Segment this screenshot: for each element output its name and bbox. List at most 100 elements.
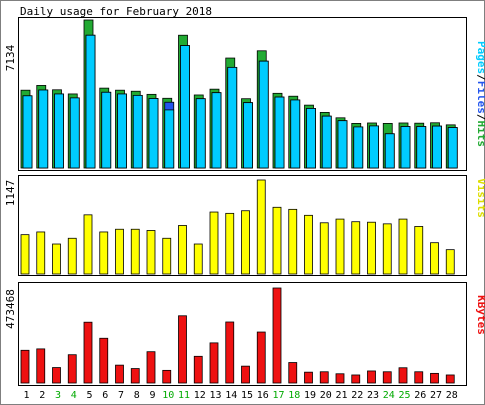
kbytes-bar-day-9 xyxy=(146,351,156,384)
x-tick-label-day-27: 27 xyxy=(430,390,442,401)
kbytes-bar-day-22 xyxy=(351,374,361,384)
visits-bar-day-1 xyxy=(20,234,30,275)
pages-bar-day-24 xyxy=(384,133,395,169)
visits-bar-day-26 xyxy=(414,226,424,275)
kbytes-bar-day-16 xyxy=(256,331,266,384)
pages-bar-day-20 xyxy=(321,115,332,169)
kbytes-bar-day-4 xyxy=(67,354,77,384)
kbytes-bar-day-3 xyxy=(52,367,61,384)
pages-bar-day-4 xyxy=(69,97,80,169)
x-tick-label-day-28: 28 xyxy=(446,390,458,401)
visits-bar-day-25 xyxy=(398,218,408,275)
legend-kbytes: KBytes xyxy=(475,295,485,335)
visits-bar-day-7 xyxy=(115,228,124,275)
x-tick-label-day-6: 6 xyxy=(102,390,108,401)
kbytes-bar-day-26 xyxy=(414,371,424,384)
visits-bar-day-24 xyxy=(382,223,392,275)
pages-bar-day-9 xyxy=(148,98,159,169)
kbytes-bar-day-11 xyxy=(178,315,187,384)
x-tick-label-day-19: 19 xyxy=(304,390,316,401)
visits-bar-day-9 xyxy=(146,230,156,275)
x-tick-label-day-5: 5 xyxy=(86,390,92,401)
x-tick-label-day-23: 23 xyxy=(367,390,379,401)
visits-bar-day-16 xyxy=(256,179,266,275)
visits-bar-day-19 xyxy=(304,214,313,275)
kbytes-bar-day-23 xyxy=(367,370,376,384)
kbytes-bar-day-21 xyxy=(335,373,345,384)
x-tick-label-day-7: 7 xyxy=(118,390,124,401)
visits-bar-day-17 xyxy=(272,206,282,275)
visits-bar-day-5 xyxy=(83,214,93,275)
x-tick-label-day-17: 17 xyxy=(272,390,284,401)
x-tick-label-day-12: 12 xyxy=(194,390,206,401)
chart-title: Daily usage for February 2018 xyxy=(20,5,212,18)
kbytes-bar-day-12 xyxy=(193,355,203,384)
pages-bar-day-17 xyxy=(274,96,285,169)
visits-bar-day-3 xyxy=(52,243,61,275)
pages-bar-day-26 xyxy=(416,126,427,169)
kbytes-bar-day-14 xyxy=(225,321,235,384)
x-tick-label-day-18: 18 xyxy=(288,390,300,401)
legend-visits: Visits xyxy=(475,178,485,218)
x-tick-label-day-11: 11 xyxy=(178,390,190,401)
hits-max-label: 7134 xyxy=(4,44,17,71)
x-tick-label-day-2: 2 xyxy=(39,390,45,401)
x-tick-label-day-20: 20 xyxy=(320,390,332,401)
kbytes-bar-day-25 xyxy=(398,367,408,384)
visits-bar-day-12 xyxy=(193,243,203,275)
pages-bar-day-23 xyxy=(369,125,379,169)
visits-bar-day-13 xyxy=(209,211,219,275)
kbytes-bar-day-7 xyxy=(115,364,124,384)
legend-hits: Hits xyxy=(475,121,485,148)
kbytes-bar-day-13 xyxy=(209,342,219,384)
pages-bar-day-5 xyxy=(85,34,96,169)
visits-bar-day-8 xyxy=(130,228,140,275)
kbytes-bar-day-27 xyxy=(430,372,439,384)
legend-hits-panel: Pages/Files/Hits xyxy=(475,41,485,147)
x-tick-label-day-4: 4 xyxy=(71,390,77,401)
x-tick-label-day-26: 26 xyxy=(414,390,426,401)
kbytes-bar-day-17 xyxy=(272,287,282,384)
visits-max-label: 1147 xyxy=(4,180,17,207)
pages-bar-day-15 xyxy=(243,102,253,169)
pages-bar-day-7 xyxy=(117,93,127,169)
kbytes-bar-day-20 xyxy=(319,371,329,384)
legend-files: Files xyxy=(475,81,485,114)
pages-bar-day-16 xyxy=(258,60,269,169)
kbytes-bar-day-19 xyxy=(304,371,313,384)
pages-bar-day-13 xyxy=(211,92,222,169)
pages-bar-day-21 xyxy=(337,120,348,169)
visits-bar-day-15 xyxy=(241,210,250,275)
pages-bar-day-22 xyxy=(353,126,364,169)
pages-bar-day-11 xyxy=(180,45,190,169)
pages-bar-day-14 xyxy=(227,66,238,169)
x-tick-label-day-25: 25 xyxy=(398,390,410,401)
visits-bar-day-23 xyxy=(367,221,376,275)
visits-bar-day-10 xyxy=(162,237,172,275)
visits-bar-day-18 xyxy=(288,208,298,275)
kbytes-bar-day-18 xyxy=(288,362,298,384)
kbytes-max-label: 473468 xyxy=(4,289,17,329)
x-tick-label-day-9: 9 xyxy=(149,390,155,401)
x-tick-label-day-16: 16 xyxy=(257,390,269,401)
visits-bar-day-11 xyxy=(178,225,187,275)
visits-bar-day-4 xyxy=(67,237,77,275)
x-tick-label-day-24: 24 xyxy=(383,390,395,401)
pages-bar-day-2 xyxy=(38,89,49,169)
pages-bar-day-3 xyxy=(54,93,64,169)
visits-bar-day-2 xyxy=(36,231,46,275)
pages-bar-day-12 xyxy=(195,98,206,169)
x-tick-label-day-10: 10 xyxy=(162,390,174,401)
visits-bar-day-6 xyxy=(99,231,109,275)
x-tick-label-day-21: 21 xyxy=(335,390,347,401)
pages-bar-day-8 xyxy=(132,94,143,169)
pages-bar-day-27 xyxy=(432,125,442,169)
visits-bar-day-14 xyxy=(225,212,235,275)
kbytes-bar-day-8 xyxy=(130,368,140,384)
x-tick-label-day-14: 14 xyxy=(225,390,237,401)
bars-layer xyxy=(20,19,458,384)
kbytes-bar-day-10 xyxy=(162,369,172,384)
visits-bar-day-21 xyxy=(335,218,345,275)
x-axis-labels: 1 2 3 4 5 6 7 8 9 10 11 12 13 14 15 16 17 18 19 20 21 22 23 24 2… xyxy=(23,390,457,401)
